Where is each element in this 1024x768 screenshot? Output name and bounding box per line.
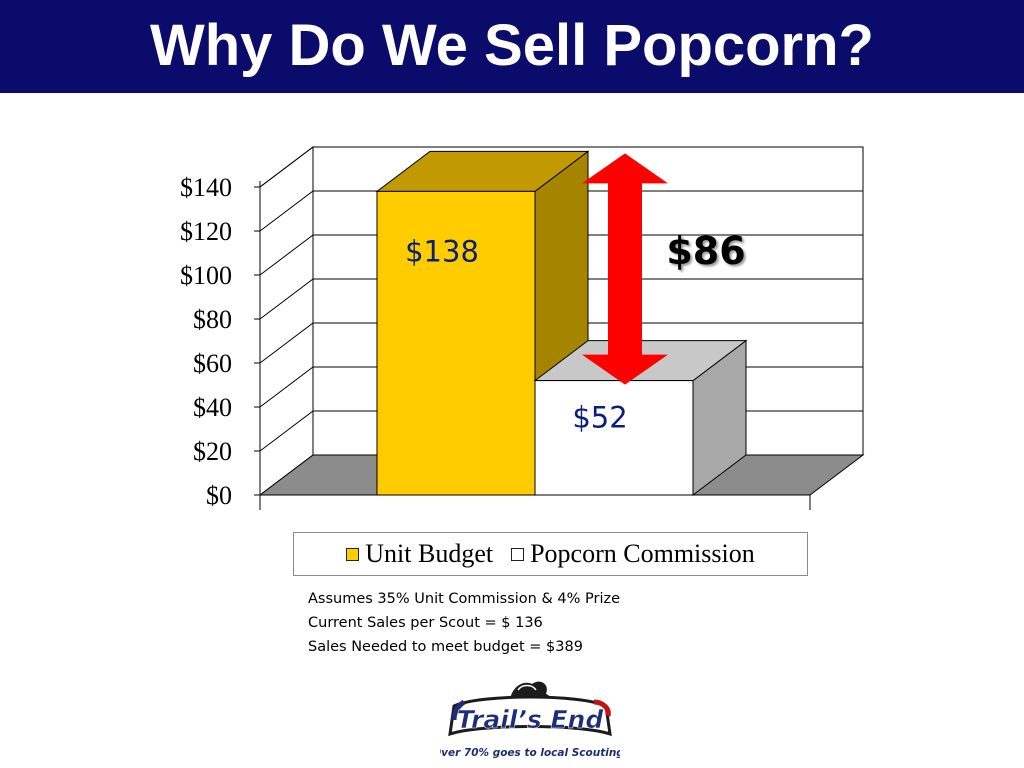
y-tick-label: $0 <box>206 481 232 510</box>
difference-label: $86 <box>666 229 745 273</box>
y-tick-label: $40 <box>193 393 232 422</box>
data-label: $138 <box>405 234 479 268</box>
gridline <box>259 278 863 320</box>
legend-item-unit-budget: Unit Budget <box>346 539 493 569</box>
data-label: $52 <box>572 401 627 435</box>
legend-swatch-popcorn-commission <box>511 547 525 561</box>
logo-tagline: Over 70% goes to local Scouting <box>440 747 620 759</box>
note-line: Sales Needed to meet budget = $389 <box>308 639 583 655</box>
y-tick-label: $120 <box>180 217 232 246</box>
y-tick-label: $100 <box>180 261 232 290</box>
legend-swatch-unit-budget <box>346 547 360 561</box>
note-line: Current Sales per Scout = $ 136 <box>308 615 543 631</box>
title-bar <box>0 0 1024 93</box>
difference-arrow <box>582 153 668 385</box>
y-tick-label: $60 <box>193 349 232 378</box>
gridline <box>259 322 863 364</box>
bar-unit-budget <box>376 190 536 496</box>
bar-popcorn-commission <box>534 380 694 496</box>
y-tick-label: $80 <box>193 305 232 334</box>
legend-label-popcorn-commission: Popcorn Commission <box>530 539 755 568</box>
y-tick-label: $140 <box>180 173 232 202</box>
chart-side-wall <box>259 145 314 497</box>
gridline <box>259 146 863 188</box>
gridline <box>259 190 863 232</box>
legend-item-popcorn-commission: Popcorn Commission <box>511 539 755 569</box>
legend-label-unit-budget: Unit Budget <box>365 539 494 568</box>
gridline <box>259 234 863 276</box>
y-tick-label: $20 <box>193 437 232 466</box>
note-line: Assumes 35% Unit Commission & 4% Prize <box>308 591 621 607</box>
trails-end-logo: Trail’s End Over 70% goes to local Scout… <box>440 681 620 759</box>
assumption-notes: Assumes 35% Unit Commission & 4% Prize C… <box>308 587 620 659</box>
chart-legend: Unit Budget Popcorn Commission <box>293 532 808 576</box>
page-title: Why Do We Sell Popcorn? <box>150 13 874 78</box>
logo-wordmark: Trail’s End <box>457 705 605 734</box>
